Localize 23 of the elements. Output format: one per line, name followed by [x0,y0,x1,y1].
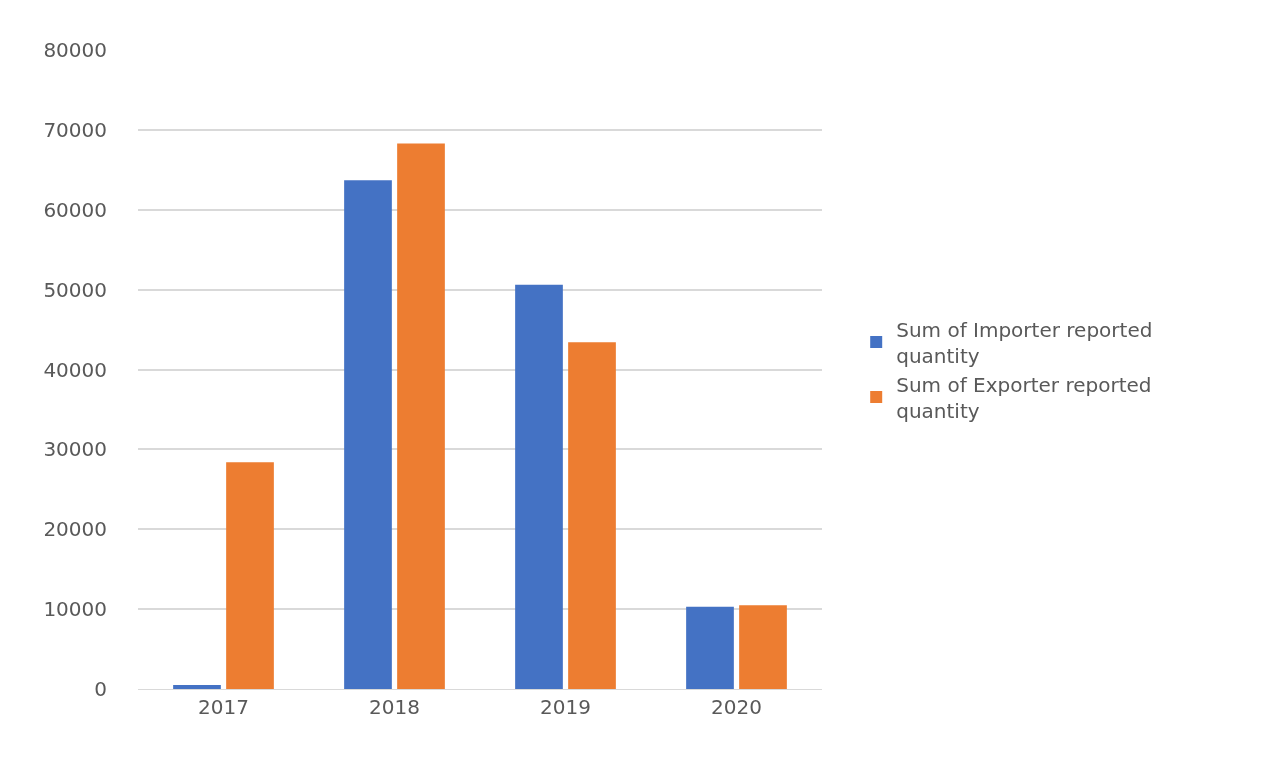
y-tick-label: 60000 [43,197,107,222]
bar [226,462,274,689]
x-tick-label: 2019 [540,695,591,719]
legend-label: Sum of Importer reported quantity [896,317,1153,368]
legend-label: Sum of Exporter reported quantity [896,372,1152,423]
bar [515,284,563,689]
y-tick-label: 20000 [43,517,107,542]
y-tick-label: 70000 [43,117,107,142]
y-tick-label: 30000 [43,437,107,462]
y-tick-label: 40000 [43,357,107,382]
bar [344,180,392,689]
bar [397,143,445,689]
bar [568,342,616,689]
bar [686,606,734,689]
y-tick-label: 50000 [43,277,107,302]
x-tick-label: 2020 [711,695,762,719]
y-tick-label: 0 [94,677,107,701]
y-tick-label: 10000 [43,597,107,622]
y-tick-label: 80000 [43,38,107,62]
x-tick-label: 2018 [369,695,420,719]
bar [173,685,221,689]
x-tick-label: 2017 [198,695,249,719]
bar [739,605,787,689]
